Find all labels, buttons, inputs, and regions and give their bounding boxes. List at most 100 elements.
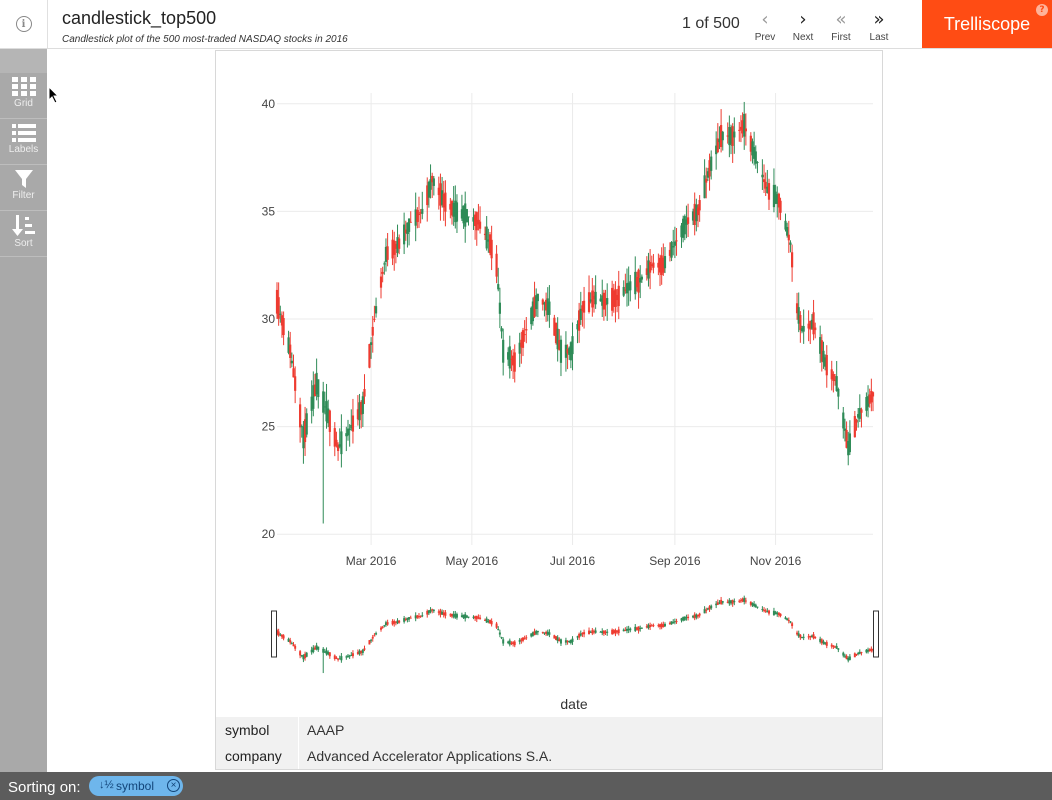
candle-body — [866, 396, 870, 407]
mini-candlestick — [809, 635, 812, 641]
mini-candlestick — [523, 635, 526, 640]
candlestick — [825, 345, 828, 388]
mini-candlestick — [477, 614, 480, 620]
candle-body — [683, 216, 686, 235]
candlestick — [315, 358, 318, 401]
sort-icon — [11, 215, 35, 236]
mini-candlestick — [350, 652, 353, 657]
mini-candlestick — [845, 654, 848, 660]
mini-candle-body — [835, 645, 838, 649]
mini-candlestick — [287, 637, 290, 642]
range-slider-right-handle[interactable] — [873, 610, 879, 658]
candlestick — [855, 418, 858, 431]
candlestick — [553, 314, 556, 336]
mini-candle-body — [340, 656, 343, 661]
mini-candlestick — [756, 606, 759, 609]
candle-body — [772, 184, 776, 208]
info-button[interactable]: i — [0, 0, 48, 48]
candlestick — [455, 194, 459, 234]
help-icon[interactable]: ? — [1036, 4, 1048, 16]
candlestick — [414, 192, 417, 242]
mini-candle-body — [531, 632, 534, 636]
candlestick-chart[interactable]: 20 25 30 35 40 Mar 2016 May 2016 Jul 2016 Sep 20… — [216, 51, 882, 717]
sidebar-item-sort[interactable]: Sort — [0, 211, 47, 257]
mini-candle-body — [756, 606, 759, 608]
candlestick — [720, 109, 723, 153]
mini-candle-body — [581, 632, 584, 635]
candle-body — [277, 297, 280, 319]
mini-candle-body — [832, 645, 835, 647]
mini-candlestick — [843, 653, 846, 658]
mini-candlestick — [774, 610, 777, 615]
mini-candle-body — [703, 609, 706, 614]
first-button[interactable]: « First — [823, 10, 859, 46]
mini-candle-body — [779, 613, 782, 616]
candle-body — [536, 293, 539, 302]
candlestick — [868, 388, 871, 408]
candle-body — [650, 264, 653, 267]
candlestick — [777, 192, 780, 220]
mini-candlestick — [280, 634, 283, 639]
mini-candle-body — [576, 636, 579, 638]
sidebar-item-filter[interactable]: Filter — [0, 165, 47, 211]
candlestick — [708, 153, 711, 191]
next-button[interactable]: › Next — [785, 10, 821, 46]
mini-candle-body — [682, 617, 685, 621]
mini-candlestick — [419, 615, 422, 618]
candlestick — [672, 229, 675, 256]
candle-body — [579, 308, 582, 320]
candlestick — [416, 207, 419, 229]
mini-candle-body — [797, 633, 800, 637]
mini-candlestick — [337, 658, 340, 662]
mini-candle-body — [289, 640, 292, 643]
range-slider-left-handle[interactable] — [271, 610, 277, 658]
candlestick — [409, 211, 412, 223]
mini-candlestick — [789, 621, 792, 624]
candlestick — [313, 373, 317, 397]
mini-candlestick — [556, 635, 559, 644]
mini-candle-body — [639, 627, 642, 629]
candlestick — [569, 341, 572, 369]
mini-candle-body — [635, 627, 638, 630]
candlestick — [833, 373, 837, 386]
sort-chip[interactable]: ↓½ symbol × — [89, 776, 183, 796]
mini-candle-body — [716, 602, 719, 605]
candlestick — [705, 167, 708, 199]
candle-body — [744, 128, 747, 132]
info-icon: i — [15, 16, 32, 32]
candlestick — [566, 344, 569, 370]
candle-body — [842, 412, 845, 429]
prev-button[interactable]: ‹ Prev — [747, 10, 783, 46]
candlestick — [571, 322, 574, 371]
mini-candle-body — [634, 626, 637, 631]
candlestick — [325, 383, 328, 429]
candlestick — [358, 393, 361, 429]
candlestick — [606, 283, 609, 321]
candle-body — [756, 162, 759, 164]
mini-candle-body — [726, 601, 729, 603]
candlestick — [772, 168, 776, 213]
mini-candle-body — [867, 649, 870, 652]
last-button[interactable]: » Last — [861, 10, 897, 46]
candlestick — [383, 261, 386, 275]
mini-candle-body — [325, 650, 328, 655]
candlestick — [452, 186, 455, 226]
candle-body — [474, 214, 477, 227]
candle-body — [738, 129, 741, 131]
mini-candle-body — [685, 617, 688, 619]
candle-body — [617, 285, 620, 307]
candle-body — [414, 209, 417, 226]
candle-body — [795, 303, 799, 314]
mini-candle-body — [812, 634, 815, 639]
candle-body — [545, 299, 548, 311]
candlestick — [683, 214, 686, 241]
sidebar-item-grid[interactable]: Grid — [0, 73, 47, 119]
candle-body — [520, 339, 523, 348]
mini-candle-body — [602, 630, 605, 634]
sidebar-item-labels[interactable]: Labels — [0, 119, 47, 165]
candlestick — [602, 289, 605, 321]
candle-body — [591, 290, 594, 308]
remove-sort-icon[interactable]: × — [167, 779, 180, 792]
candle-body — [853, 416, 856, 438]
candlestick — [513, 344, 516, 383]
